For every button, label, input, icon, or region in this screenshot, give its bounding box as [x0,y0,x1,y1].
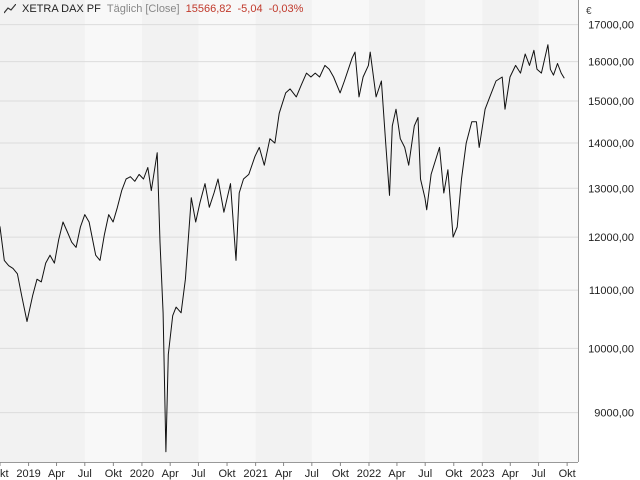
x-tick-label: Apr [502,468,519,480]
y-tick-label: 17000,00 [588,20,634,32]
currency-label: € [586,6,592,17]
x-tick-label: Okt [559,468,576,480]
band-lead [0,0,29,462]
x-tick-label: Jul [78,468,92,480]
x-tick-label: 2022 [357,468,381,480]
y-tick-label: 16000,00 [588,57,634,69]
grid-lines [0,24,578,414]
x-tick-label: Okt [0,468,9,480]
x-tick-label: Apr [388,468,405,480]
y-tick-label: 14000,00 [588,138,634,150]
y-axis: 9000,00 10000,00 11000,00 12000,00 13000,00 1… [578,0,634,462]
band-first-half-2022 [368,0,426,462]
x-tick-label: Apr [275,468,292,480]
line-chart-icon [4,4,16,14]
x-tick-label: Okt [445,468,462,480]
x-tick-label: Okt [105,468,122,480]
x-tick-label: Apr [48,468,65,480]
x-tick-label: Jul [532,468,546,480]
y-tick-label: 11000,00 [589,285,634,297]
chart-header: XETRA DAX PF Täglich [Close] 15566,82 -5… [4,3,303,15]
chart-mode: Täglich [Close] [106,3,180,15]
band-first-half-2019 [28,0,85,462]
y-tick-label: 13000,00 [588,183,634,195]
price-line [0,44,565,453]
x-tick-label: Jul [305,468,319,480]
x-tick-label: 2019 [16,468,40,480]
x-tick-label: 2023 [470,468,494,480]
x-tick-label: Okt [218,468,235,480]
y-tick-label: 9000,00 [594,408,634,420]
x-tick-label: Apr [162,468,179,480]
band-first-half-2021 [255,0,312,462]
x-axis: Okt 2019 Apr Jul Okt 2020 Apr Jul Okt 2021 Apr Jul O… [0,462,578,480]
change-percent: -0,03% [268,3,304,15]
x-tick-label: Okt [332,468,349,480]
band-first-half-2020 [141,0,199,462]
y-tick-label: 15000,00 [588,96,634,108]
last-price: 15566,82 [185,3,232,15]
instrument-name: XETRA DAX PF [22,3,101,15]
y-tick-label: 12000,00 [588,232,634,244]
x-tick-label: Jul [418,468,432,480]
band-first-half-2023 [482,0,539,462]
plot-background [0,0,578,462]
y-tick-label: 10000,00 [588,343,634,355]
change-absolute: -5,04 [237,3,263,15]
x-tick-label: 2020 [130,468,154,480]
x-tick-label: 2021 [243,468,267,480]
x-tick-label: Jul [191,468,205,480]
series-layer [0,44,565,453]
